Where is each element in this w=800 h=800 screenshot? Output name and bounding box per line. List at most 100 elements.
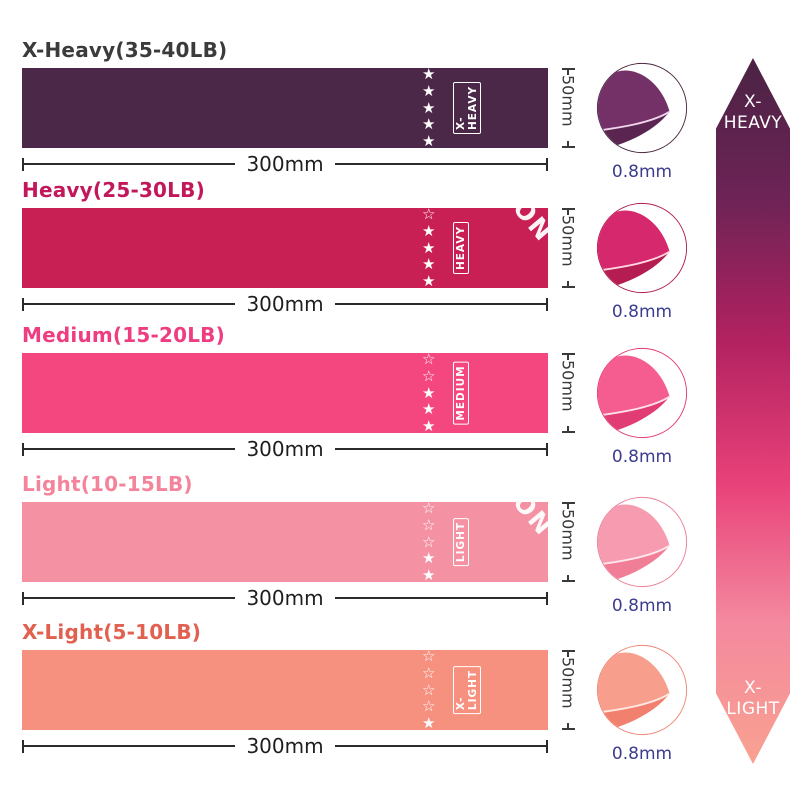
band-edge-detail-icon: [596, 202, 688, 294]
thickness-label: 0.8mm: [611, 744, 673, 764]
dimension-line: [567, 141, 569, 146]
band-title: Heavy(25-30LB): [22, 178, 205, 202]
band-section: Medium(15-20LB) ☆ ☆ ★ ★ ★ MEDIUM 300mm 5…: [0, 323, 800, 467]
width-dimension: 300mm: [22, 292, 549, 316]
dimension-tick: [561, 208, 575, 210]
thickness-label: 0.8mm: [611, 302, 673, 322]
dimension-tick: [546, 739, 549, 753]
band-section: Heavy(25-30LB) ☆ ★ ★ ★ ★ HEAVY ON 300mm …: [0, 178, 800, 322]
band-edge-detail-icon: [596, 62, 688, 154]
dimension-tick: [561, 728, 575, 730]
dimension-line: [567, 281, 569, 286]
dimension-tick: [561, 68, 575, 70]
dimension-tick: [561, 650, 575, 652]
height-dimension-label: 50mm: [558, 509, 578, 561]
brand-watermark: ON: [506, 502, 548, 542]
band-section: X-Light(5-10LB) ☆ ☆ ☆ ☆ ★ X-LIGHT 300mm …: [0, 620, 800, 764]
thickness-label: 0.8mm: [611, 447, 673, 467]
band-edge-detail-icon: [596, 347, 688, 439]
width-dimension: 300mm: [22, 152, 549, 176]
dimension-tick: [561, 580, 575, 582]
dimension-line: [567, 723, 569, 728]
dimension-line: [334, 597, 547, 599]
level-banner: X- HEAVY X- LIGHT: [716, 58, 790, 764]
dimension-line: [567, 504, 569, 509]
dimension-line: [567, 355, 569, 360]
height-dimension: 50mm: [551, 353, 585, 433]
band-title: X-Light(5-10LB): [22, 620, 202, 644]
height-dimension: 50mm: [551, 502, 585, 582]
band-edge-detail-icon: [596, 496, 688, 588]
width-dimension-label: 300mm: [246, 586, 324, 610]
dimension-line: [24, 448, 236, 450]
height-dimension: 50mm: [551, 650, 585, 730]
dimension-tick: [22, 739, 24, 753]
band-swatch: ☆ ☆ ☆ ☆ ★ X-LIGHT: [22, 650, 548, 730]
dimension-line: [334, 303, 547, 305]
dimension-tick: [561, 431, 575, 433]
band-swatch: ☆ ☆ ★ ★ ★ MEDIUM: [22, 353, 548, 433]
band-swatch: ★ ★ ★ ★ ★ X-HEAVY: [22, 68, 548, 148]
dimension-tick: [22, 442, 24, 456]
dimension-line: [567, 652, 569, 657]
height-dimension-label: 50mm: [558, 75, 578, 127]
band-strength-label: X-HEAVY: [453, 81, 481, 135]
dimension-tick: [546, 297, 549, 311]
band-strength-label: X-LIGHT: [453, 665, 481, 715]
width-dimension-label: 300mm: [246, 437, 324, 461]
dimension-line: [24, 745, 236, 747]
dimension-tick: [561, 502, 575, 504]
star-rating: ☆ ☆ ☆ ★ ★: [422, 502, 436, 582]
dimension-tick: [22, 157, 24, 171]
dimension-line: [24, 597, 236, 599]
dimension-tick: [546, 157, 549, 171]
dimension-line: [24, 163, 236, 165]
dimension-line: [567, 210, 569, 215]
height-dimension: 50mm: [551, 68, 585, 148]
band-title: Medium(15-20LB): [22, 323, 225, 347]
band-strength-label: MEDIUM: [453, 361, 469, 425]
banner-top-label: X- HEAVY: [723, 92, 783, 134]
star-rating: ☆ ☆ ☆ ☆ ★: [422, 650, 436, 730]
height-dimension-label: 50mm: [558, 215, 578, 267]
dimension-line: [334, 163, 547, 165]
band-edge-detail-icon: [596, 644, 688, 736]
band-swatch: ☆ ★ ★ ★ ★ HEAVY ON: [22, 208, 548, 288]
band-swatch: ☆ ☆ ☆ ★ ★ LIGHT ON: [22, 502, 548, 582]
band-strength-label: LIGHT: [453, 517, 469, 567]
dimension-tick: [561, 286, 575, 288]
height-dimension-label: 50mm: [558, 360, 578, 412]
dimension-line: [567, 426, 569, 431]
width-dimension-label: 300mm: [246, 734, 324, 758]
width-dimension-label: 300mm: [246, 292, 324, 316]
height-dimension: 50mm: [551, 208, 585, 288]
width-dimension-label: 300mm: [246, 152, 324, 176]
width-dimension: 300mm: [22, 734, 549, 758]
dimension-line: [334, 745, 547, 747]
height-dimension-label: 50mm: [558, 657, 578, 709]
band-section: X-Heavy(35-40LB) ★ ★ ★ ★ ★ X-HEAVY 300mm…: [0, 38, 800, 182]
width-dimension: 300mm: [22, 586, 549, 610]
dimension-tick: [22, 591, 24, 605]
dimension-tick: [561, 353, 575, 355]
brand-watermark: ON: [506, 208, 548, 248]
star-rating: ☆ ☆ ★ ★ ★: [422, 353, 436, 433]
dimension-tick: [561, 146, 575, 148]
dimension-tick: [546, 591, 549, 605]
band-strength-label: HEAVY: [453, 221, 469, 275]
dimension-tick: [546, 442, 549, 456]
band-section: Light(10-15LB) ☆ ☆ ☆ ★ ★ LIGHT ON 300mm …: [0, 472, 800, 616]
star-rating: ☆ ★ ★ ★ ★: [422, 208, 436, 288]
star-rating: ★ ★ ★ ★ ★: [422, 68, 436, 148]
dimension-line: [567, 575, 569, 580]
thickness-label: 0.8mm: [611, 162, 673, 182]
dimension-line: [334, 448, 547, 450]
thickness-label: 0.8mm: [611, 596, 673, 616]
band-title: X-Heavy(35-40LB): [22, 38, 228, 62]
dimension-tick: [22, 297, 24, 311]
band-title: Light(10-15LB): [22, 472, 193, 496]
dimension-line: [567, 70, 569, 75]
dimension-line: [24, 303, 236, 305]
banner-bottom-label: X- LIGHT: [726, 677, 780, 719]
